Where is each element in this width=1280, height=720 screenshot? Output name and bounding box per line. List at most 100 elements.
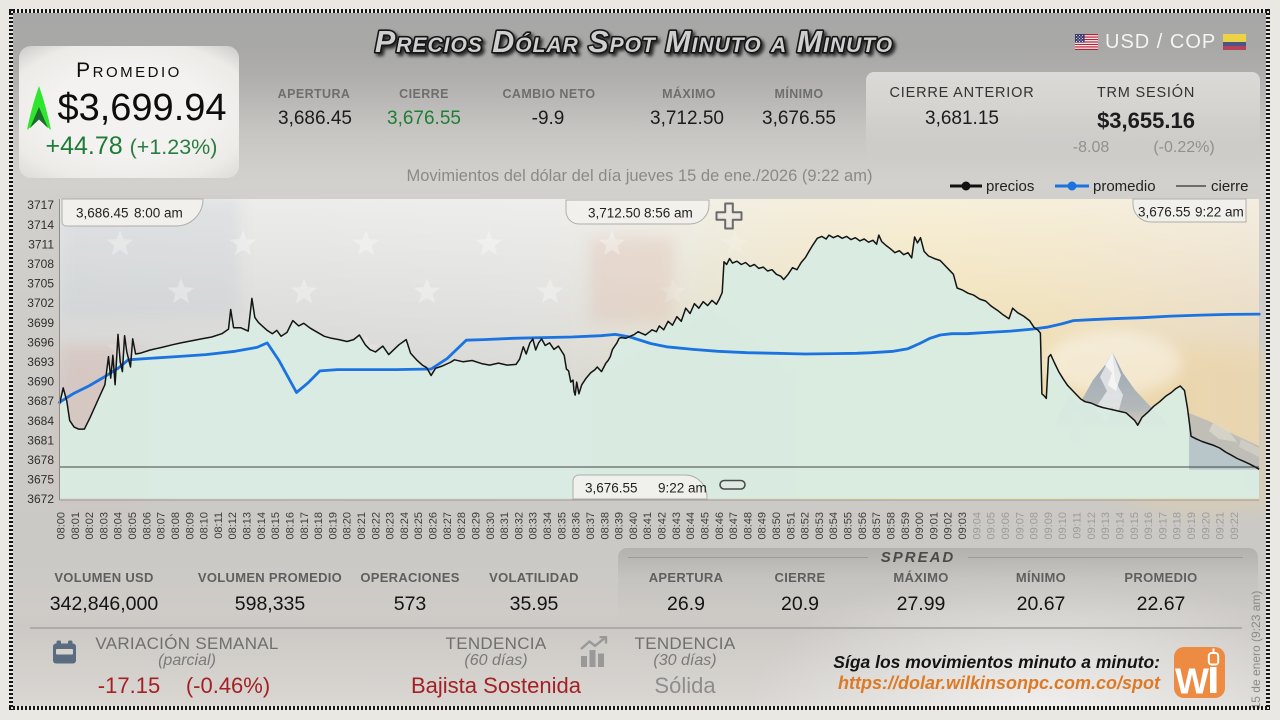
svg-text:3681: 3681 — [27, 433, 54, 447]
svg-text:08:36: 08:36 — [571, 512, 583, 540]
svg-text:08:20: 08:20 — [342, 512, 354, 540]
svg-text:3675: 3675 — [27, 473, 54, 487]
svg-text:08:29: 08:29 — [471, 512, 483, 540]
svg-text:3,686.45: 3,686.45 — [76, 206, 129, 221]
svg-text:08:05: 08:05 — [127, 512, 139, 540]
svg-text:08:38: 08:38 — [599, 512, 611, 540]
svg-text:08:30: 08:30 — [485, 512, 497, 540]
svg-text:3684: 3684 — [27, 414, 54, 428]
svg-text:09:10: 09:10 — [1057, 512, 1069, 540]
svg-text:08:32: 08:32 — [513, 512, 525, 540]
svg-text:08:00: 08:00 — [56, 512, 68, 540]
svg-text:08:42: 08:42 — [657, 512, 669, 540]
svg-text:08:16: 08:16 — [285, 512, 297, 540]
svg-text:08:49: 08:49 — [757, 512, 769, 540]
svg-text:08:39: 08:39 — [614, 512, 626, 540]
svg-text:3,676.55: 3,676.55 — [1138, 205, 1191, 220]
svg-text:08:33: 08:33 — [528, 512, 540, 540]
svg-text:08:18: 08:18 — [313, 512, 325, 540]
svg-text:08:25: 08:25 — [413, 512, 425, 540]
svg-text:08:37: 08:37 — [585, 512, 597, 540]
svg-text:08:03: 08:03 — [98, 512, 110, 540]
svg-text:08:17: 08:17 — [299, 512, 311, 540]
svg-text:3690: 3690 — [27, 375, 54, 389]
svg-text:08:01: 08:01 — [70, 512, 82, 540]
svg-text:09:08: 09:08 — [1029, 512, 1041, 540]
svg-text:09:16: 09:16 — [1143, 512, 1155, 540]
svg-text:09:12: 09:12 — [1086, 512, 1098, 540]
svg-text:08:59: 08:59 — [900, 512, 912, 540]
svg-text:09:13: 09:13 — [1100, 512, 1112, 540]
svg-text:precios: precios — [986, 178, 1034, 195]
svg-text:09:18: 09:18 — [1172, 512, 1184, 540]
svg-text:08:10: 08:10 — [199, 512, 211, 540]
svg-text:09:00: 09:00 — [914, 512, 926, 540]
svg-text:08:58: 08:58 — [886, 512, 898, 540]
svg-text:3717: 3717 — [27, 198, 54, 212]
svg-text:08:06: 08:06 — [141, 512, 153, 540]
svg-text:08:50: 08:50 — [771, 512, 783, 540]
svg-text:09:22: 09:22 — [1229, 512, 1241, 540]
svg-text:08:48: 08:48 — [742, 512, 754, 540]
svg-text:8:00 am: 8:00 am — [134, 206, 183, 221]
svg-text:08:13: 08:13 — [242, 512, 254, 540]
svg-text:cierre: cierre — [1211, 178, 1249, 195]
svg-text:09:07: 09:07 — [1014, 512, 1026, 540]
svg-text:09:01: 09:01 — [928, 512, 940, 540]
svg-text:3696: 3696 — [27, 335, 54, 349]
svg-text:3711: 3711 — [28, 237, 54, 251]
svg-text:3672: 3672 — [27, 492, 54, 506]
svg-text:08:41: 08:41 — [642, 512, 654, 540]
svg-text:08:28: 08:28 — [456, 512, 468, 540]
svg-text:08:45: 08:45 — [700, 512, 712, 540]
svg-text:09:02: 09:02 — [943, 512, 955, 540]
svg-text:09:04: 09:04 — [971, 512, 983, 540]
svg-text:08:22: 08:22 — [370, 512, 382, 540]
svg-text:08:08: 08:08 — [170, 512, 182, 540]
svg-text:08:35: 08:35 — [556, 512, 568, 540]
svg-text:8:56 am: 8:56 am — [644, 206, 693, 221]
svg-text:08:46: 08:46 — [714, 512, 726, 540]
svg-text:09:06: 09:06 — [1000, 512, 1012, 540]
svg-text:3702: 3702 — [27, 296, 54, 310]
svg-text:08:47: 08:47 — [728, 512, 740, 540]
svg-text:08:04: 08:04 — [113, 512, 125, 540]
svg-text:3693: 3693 — [27, 355, 54, 369]
svg-text:08:19: 08:19 — [327, 512, 339, 540]
svg-text:08:56: 08:56 — [857, 512, 869, 540]
svg-text:08:44: 08:44 — [685, 512, 697, 540]
svg-text:3714: 3714 — [27, 218, 54, 232]
svg-text:08:09: 08:09 — [184, 512, 196, 540]
svg-text:08:14: 08:14 — [256, 512, 268, 540]
svg-text:08:02: 08:02 — [84, 512, 96, 540]
svg-text:08:11: 08:11 — [213, 512, 225, 539]
svg-text:09:05: 09:05 — [986, 512, 998, 540]
svg-text:promedio: promedio — [1093, 178, 1156, 195]
svg-text:08:40: 08:40 — [628, 512, 640, 540]
svg-text:09:21: 09:21 — [1215, 512, 1227, 540]
svg-text:08:15: 08:15 — [270, 512, 282, 540]
svg-text:9:22 am: 9:22 am — [658, 481, 707, 496]
svg-text:3687: 3687 — [27, 394, 54, 408]
svg-text:08:27: 08:27 — [442, 512, 454, 540]
svg-text:08:52: 08:52 — [800, 512, 812, 540]
svg-text:08:53: 08:53 — [814, 512, 826, 540]
svg-text:08:12: 08:12 — [227, 512, 239, 540]
svg-text:3678: 3678 — [27, 453, 54, 467]
svg-text:08:26: 08:26 — [428, 512, 440, 540]
svg-text:09:19: 09:19 — [1186, 512, 1198, 540]
svg-text:3705: 3705 — [27, 277, 54, 291]
svg-text:9:22 am: 9:22 am — [1195, 205, 1244, 220]
svg-text:08:21: 08:21 — [356, 512, 368, 540]
svg-text:09:14: 09:14 — [1114, 512, 1126, 540]
svg-text:08:51: 08:51 — [785, 512, 797, 540]
svg-text:08:34: 08:34 — [542, 512, 554, 540]
svg-text:08:24: 08:24 — [399, 512, 411, 540]
svg-text:09:15: 09:15 — [1129, 512, 1141, 540]
svg-text:08:07: 08:07 — [156, 512, 168, 540]
svg-text:3699: 3699 — [27, 316, 54, 330]
svg-text:08:23: 08:23 — [385, 512, 397, 540]
svg-text:08:54: 08:54 — [828, 512, 840, 540]
svg-text:08:31: 08:31 — [499, 512, 511, 540]
svg-text:3708: 3708 — [27, 257, 54, 271]
